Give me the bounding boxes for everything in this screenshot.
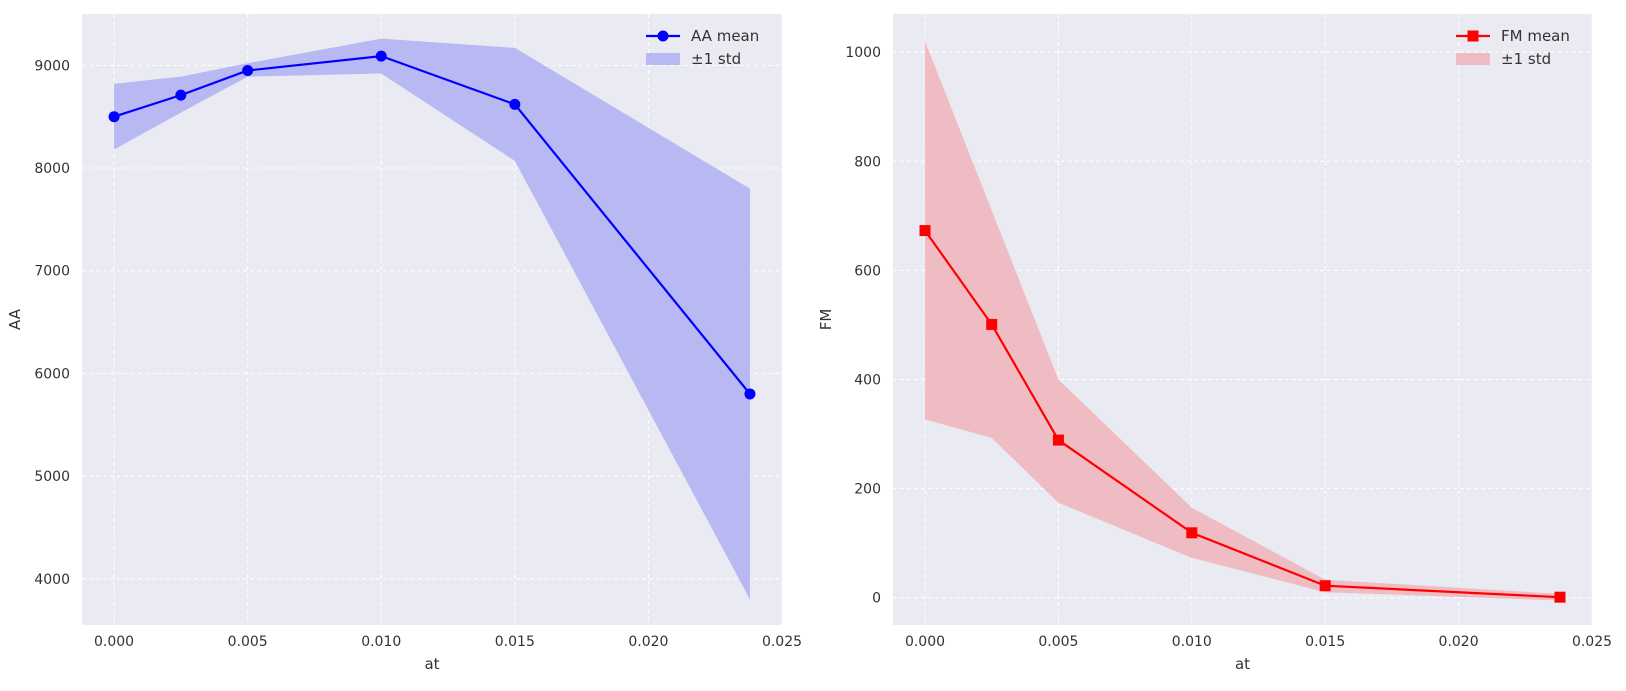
aa-y-tick-label: 9000 <box>34 58 70 74</box>
aa-x-tick-label: 0.000 <box>94 634 134 650</box>
aa-mean-point <box>175 89 187 101</box>
aa-mean-point <box>509 98 521 110</box>
aa-y-tick-label: 6000 <box>34 366 70 382</box>
fm-y-tick-label: 1000 <box>845 45 881 61</box>
fm-mean-point <box>1554 591 1566 603</box>
aa-mean-point <box>108 111 120 123</box>
aa-mean-point <box>744 388 756 400</box>
fm-legend-mean-label: FM mean <box>1501 27 1570 45</box>
fm-x-tick-label: 0.025 <box>1572 634 1612 650</box>
aa-std-band <box>114 38 750 600</box>
fm-x-axis-label: at <box>1235 655 1250 673</box>
aa-mean-line <box>113 54 751 395</box>
aa-legend-marker-swatch <box>657 30 669 42</box>
fm-x-tick-label: 0.020 <box>1439 634 1479 650</box>
fm-x-tick-label: 0.015 <box>1305 634 1345 650</box>
aa-x-axis-label: at <box>424 655 439 673</box>
aa-legend-band-label: ±1 std <box>691 50 741 68</box>
aa-x-tick-label: 0.025 <box>762 634 802 650</box>
fm-std-band <box>925 41 1560 601</box>
aa-y-tick-label: 7000 <box>34 264 70 280</box>
fm-y-tick-label: 200 <box>854 482 881 498</box>
fm-y-tick-label: 600 <box>854 263 881 279</box>
fm-mean-point <box>986 318 998 330</box>
fm-legend-band-label: ±1 std <box>1501 50 1551 68</box>
fm-y-tick-label: 0 <box>872 591 881 607</box>
fm-y-axis-label: FM <box>817 309 835 331</box>
aa-chart-panel: 0.000 0.005 0.010 0.015 0.020 0.025 4000 5000 60… <box>6 14 802 673</box>
aa-x-tick-label: 0.015 <box>495 634 535 650</box>
fm-y-tick-label: 400 <box>854 373 881 389</box>
fm-chart-panel: 0.000 0.005 0.010 0.015 0.020 0.025 0 200 400 600… <box>817 14 1612 673</box>
aa-y-axis-label: AA <box>6 308 24 330</box>
aa-legend-band-swatch <box>646 53 680 65</box>
aa-mean-point <box>242 64 254 76</box>
fm-mean-point <box>1319 580 1331 592</box>
fm-mean-line <box>924 229 1561 599</box>
fm-mean-point <box>1052 434 1064 446</box>
fm-mean-point <box>919 225 931 237</box>
fm-x-tick-label: 0.005 <box>1038 634 1078 650</box>
fm-legend-band-swatch <box>1456 53 1490 65</box>
fm-x-tick-label: 0.010 <box>1172 634 1212 650</box>
fm-legend-marker-swatch <box>1467 30 1479 42</box>
fm-x-tick-label: 0.000 <box>905 634 945 650</box>
aa-x-tick-label: 0.010 <box>361 634 401 650</box>
aa-y-tick-label: 4000 <box>34 572 70 588</box>
aa-x-tick-label: 0.020 <box>628 634 668 650</box>
aa-mean-point <box>375 50 387 62</box>
aa-legend-mean-label: AA mean <box>691 27 759 45</box>
aa-x-tick-label: 0.005 <box>228 634 268 650</box>
aa-y-tick-label: 5000 <box>34 469 70 485</box>
fm-y-tick-label: 800 <box>854 154 881 170</box>
aa-y-tick-label: 8000 <box>34 161 70 177</box>
fm-mean-point <box>1186 527 1198 539</box>
